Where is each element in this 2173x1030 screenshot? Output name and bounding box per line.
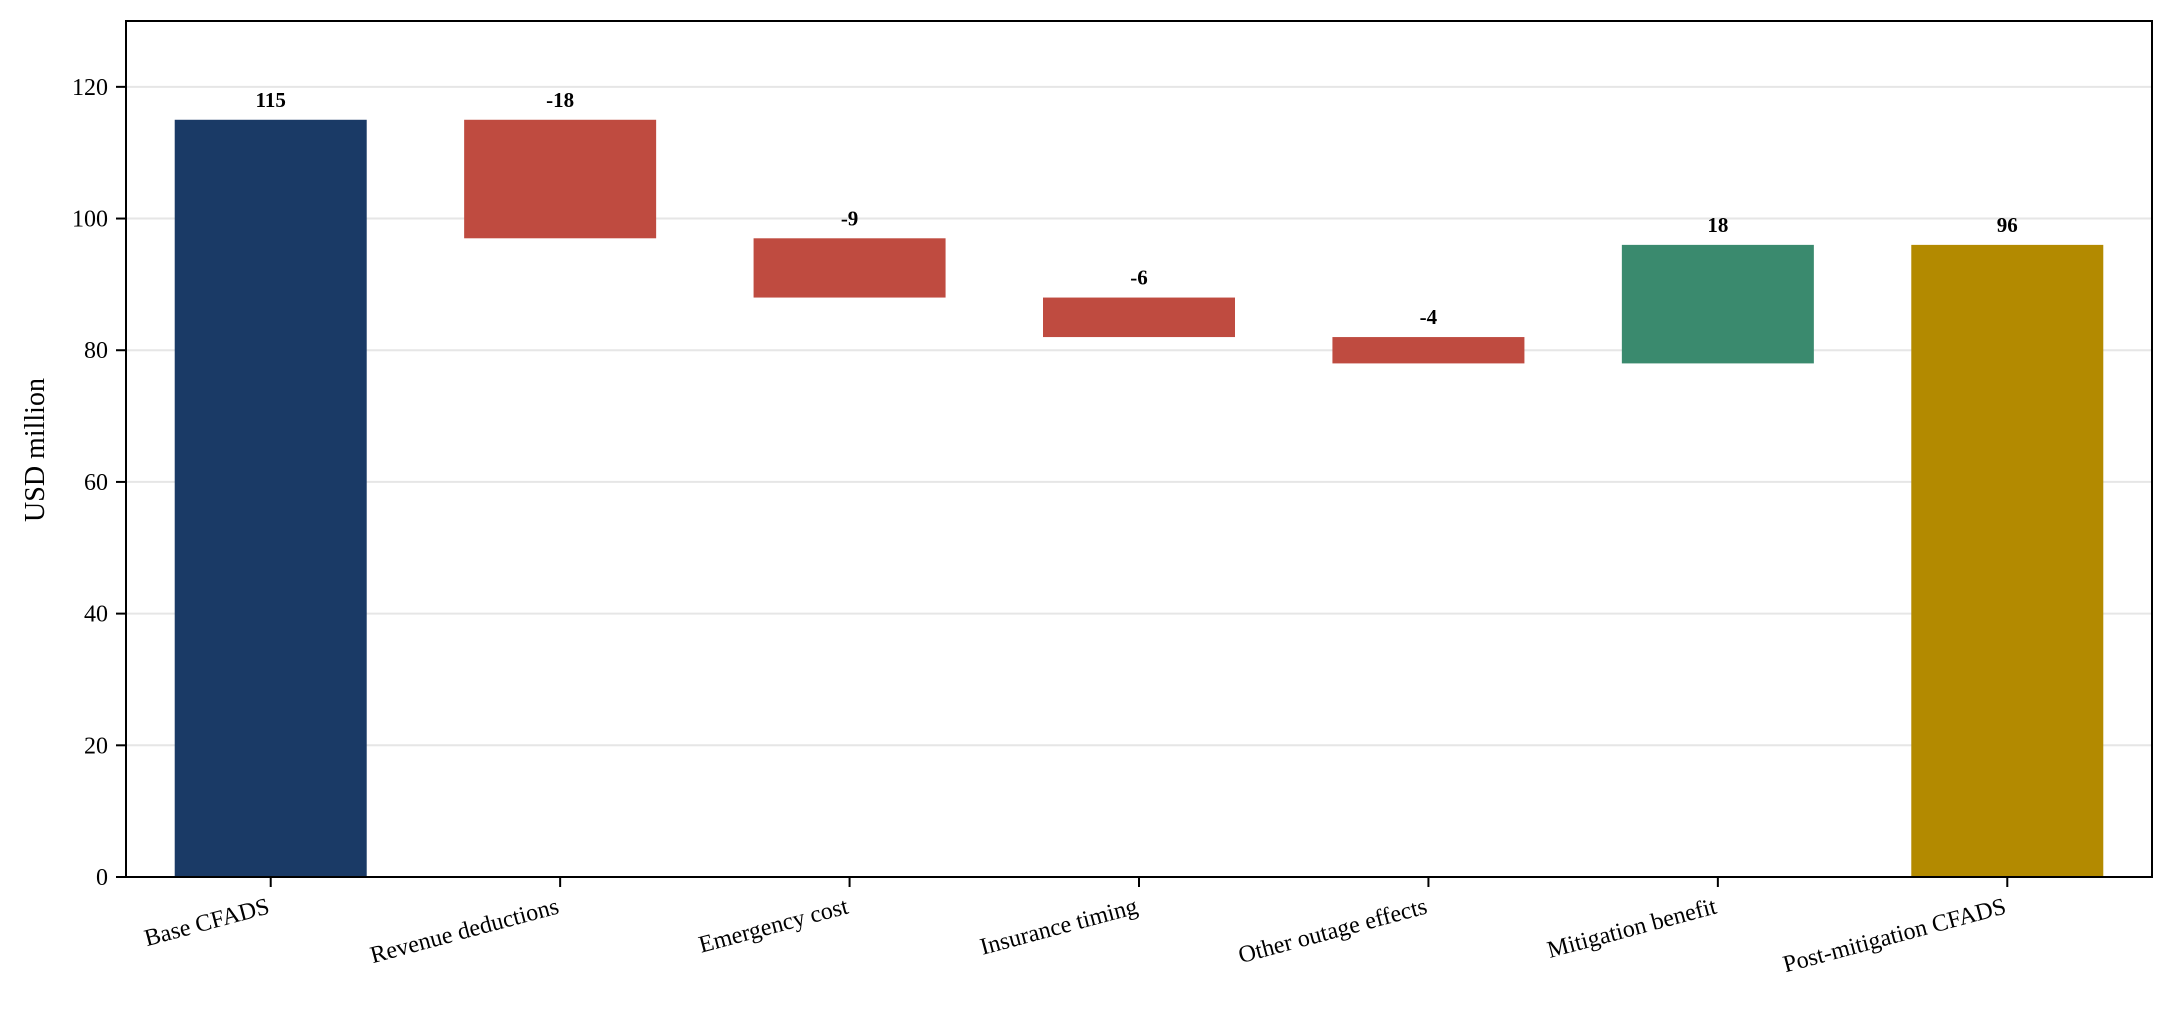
y-tick-label: 100 xyxy=(72,207,108,233)
plot-frame xyxy=(125,20,2153,878)
x-tick-label: Revenue deductions xyxy=(368,894,562,969)
value-labels: 115 -18 -9 -6 -4 18 96 xyxy=(256,88,2018,329)
x-tick-label: Mitigation benefit xyxy=(1545,894,1720,964)
x-tick-label: Insurance timing xyxy=(977,894,1140,961)
bar xyxy=(1911,244,2104,877)
y-tick-label: 20 xyxy=(84,733,108,759)
bar xyxy=(464,119,657,239)
value-label: -9 xyxy=(841,206,859,230)
x-tick-label: Other outage effects xyxy=(1236,894,1430,969)
bar xyxy=(753,238,946,298)
bars xyxy=(174,119,2104,878)
y-tick-label: 60 xyxy=(84,470,108,496)
bar xyxy=(1043,297,1235,338)
value-label: 96 xyxy=(1997,213,2018,237)
value-label: 115 xyxy=(256,88,286,112)
x-tick-label: Emergency cost xyxy=(696,894,851,959)
x-tick-label: Base CFADS xyxy=(142,894,273,952)
y-tick-label: 0 xyxy=(96,865,108,891)
y-tick-label: 40 xyxy=(84,602,108,628)
bar xyxy=(1621,244,1814,364)
value-label: -18 xyxy=(546,88,574,112)
value-label: 18 xyxy=(1707,213,1728,237)
grid-lines xyxy=(126,85,2152,747)
value-label: -6 xyxy=(1130,266,1148,290)
y-tick-label: 120 xyxy=(72,75,108,101)
y-tick-label: 80 xyxy=(84,338,108,364)
value-label: -4 xyxy=(1420,305,1438,329)
axes: 0 20 40 60 80 100 120 Base CFADS Revenue deducti… xyxy=(72,20,2153,979)
y-axis-title: USD million xyxy=(20,378,51,522)
bar xyxy=(1332,337,1525,364)
x-tick-label: Post-mitigation CFADS xyxy=(1780,894,2008,979)
bar xyxy=(174,119,367,878)
